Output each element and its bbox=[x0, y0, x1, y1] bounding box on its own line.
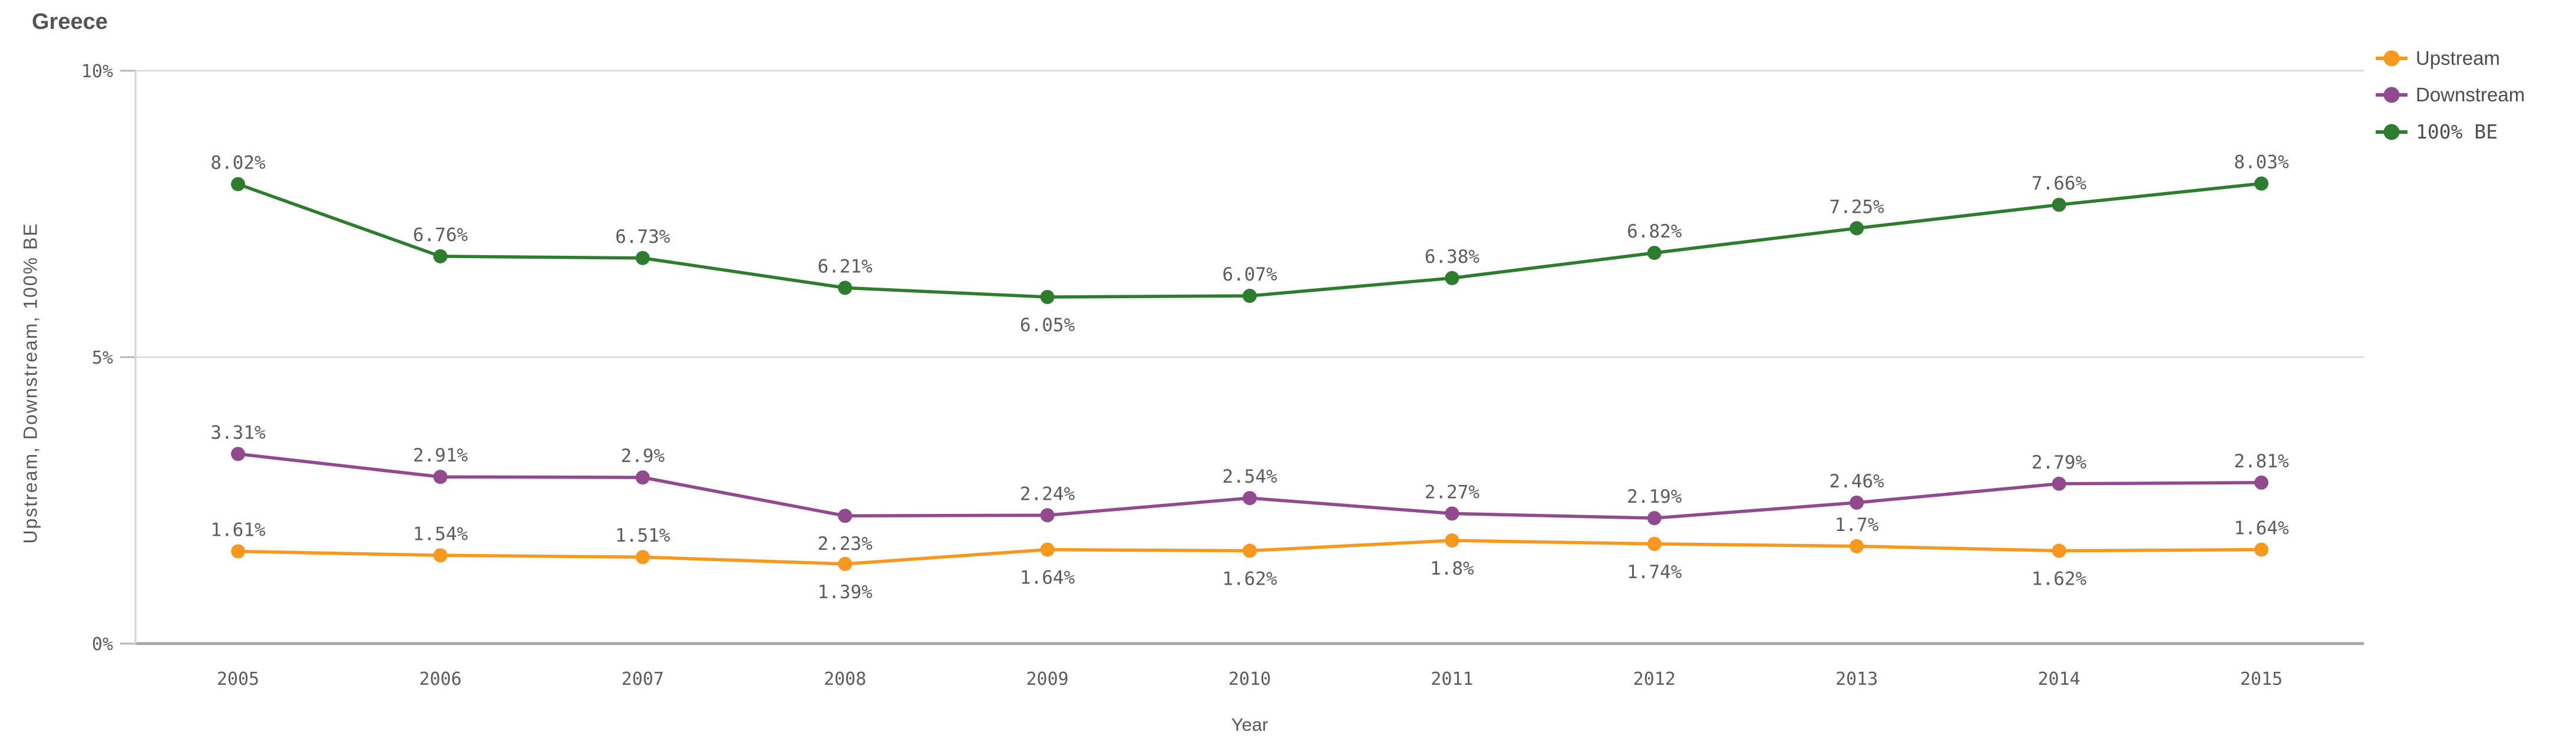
data-point-label: 2.24% bbox=[1020, 483, 1075, 504]
data-point[interactable] bbox=[838, 281, 853, 295]
data-point[interactable] bbox=[2254, 542, 2268, 557]
data-point-label: 1.62% bbox=[2032, 569, 2087, 590]
data-point-label: 6.21% bbox=[818, 256, 873, 277]
x-axis-tick-label: 2010 bbox=[1228, 669, 1271, 690]
legend-item-100-be[interactable]: 100% BE bbox=[2374, 120, 2525, 143]
data-point[interactable] bbox=[433, 249, 448, 263]
data-point[interactable] bbox=[635, 550, 650, 565]
data-point[interactable] bbox=[1243, 491, 1257, 506]
data-point-label: 7.25% bbox=[1829, 196, 1885, 217]
data-point-label: 7.66% bbox=[2032, 173, 2087, 194]
data-point[interactable] bbox=[1647, 511, 1662, 526]
data-point-label: 6.07% bbox=[1222, 264, 1277, 285]
x-axis-tick-label: 2008 bbox=[824, 669, 866, 690]
data-point-label: 6.73% bbox=[615, 226, 671, 248]
data-point-label: 1.62% bbox=[1222, 569, 1277, 590]
data-point[interactable] bbox=[2254, 475, 2268, 490]
y-axis-tick-label: 0% bbox=[92, 634, 113, 655]
data-point[interactable] bbox=[2254, 176, 2268, 191]
legend-line-marker-icon bbox=[2376, 124, 2407, 140]
chart-title: Greece bbox=[32, 9, 108, 34]
data-point[interactable] bbox=[1040, 542, 1055, 557]
data-point-label: 2.81% bbox=[2234, 451, 2289, 472]
data-point[interactable] bbox=[231, 177, 245, 192]
data-point-label: 1.64% bbox=[1020, 568, 1075, 589]
data-point[interactable] bbox=[1850, 495, 1864, 510]
data-point[interactable] bbox=[231, 447, 245, 461]
x-axis-tick-label: 2013 bbox=[1835, 669, 1878, 690]
data-point[interactable] bbox=[2052, 543, 2066, 558]
legend-label: 100% BE bbox=[2416, 120, 2498, 143]
legend-label: Downstream bbox=[2416, 84, 2525, 105]
legend-item-downstream[interactable]: Downstream bbox=[2374, 84, 2525, 106]
data-point-label: 2.46% bbox=[1829, 471, 1885, 492]
legend-line-marker-icon bbox=[2376, 87, 2407, 103]
data-point[interactable] bbox=[1445, 506, 1459, 521]
data-point-label: 3.31% bbox=[210, 422, 266, 443]
data-point-label: 2.9% bbox=[620, 446, 665, 467]
data-point[interactable] bbox=[1243, 543, 1257, 558]
data-point[interactable] bbox=[635, 250, 650, 265]
data-point[interactable] bbox=[1040, 508, 1055, 523]
data-point[interactable] bbox=[838, 509, 853, 523]
data-point[interactable] bbox=[433, 470, 448, 484]
x-axis-title: Year bbox=[1231, 714, 1269, 735]
x-axis-tick-label: 2011 bbox=[1431, 669, 1473, 690]
data-point[interactable] bbox=[838, 556, 853, 571]
legend-item-upstream[interactable]: Upstream bbox=[2374, 47, 2525, 70]
data-point-label: 2.27% bbox=[1425, 481, 1480, 503]
data-point-label: 1.74% bbox=[1627, 562, 1682, 583]
data-point[interactable] bbox=[1445, 533, 1459, 548]
data-point-label: 1.64% bbox=[2234, 518, 2289, 539]
data-point[interactable] bbox=[1647, 246, 1662, 260]
data-point-label: 1.8% bbox=[1430, 558, 1474, 579]
x-axis-tick-label: 2006 bbox=[419, 669, 461, 690]
data-point[interactable] bbox=[1647, 536, 1662, 551]
y-axis-tick-label: 5% bbox=[92, 348, 113, 368]
y-axis-tick-label: 10% bbox=[81, 61, 113, 82]
data-point-label: 6.76% bbox=[413, 225, 468, 246]
data-point-label: 8.03% bbox=[2234, 151, 2289, 173]
data-point-label: 6.38% bbox=[1425, 246, 1480, 268]
data-point-label: 1.54% bbox=[413, 523, 468, 545]
data-point-label: 1.51% bbox=[615, 525, 671, 546]
x-axis-tick-label: 2005 bbox=[217, 669, 259, 690]
data-point-label: 1.7% bbox=[1835, 514, 1879, 536]
data-point[interactable] bbox=[1850, 221, 1864, 236]
data-point-label: 2.91% bbox=[413, 445, 468, 466]
x-axis-tick-label: 2007 bbox=[622, 669, 664, 690]
y-axis-title: Upstream, Downstream, 100% BE bbox=[19, 222, 41, 544]
data-point[interactable] bbox=[1040, 289, 1055, 304]
data-point-label: 8.02% bbox=[210, 152, 266, 173]
data-point[interactable] bbox=[231, 544, 245, 559]
data-point[interactable] bbox=[1850, 539, 1864, 553]
legend-line-marker-icon bbox=[2376, 50, 2407, 67]
legend: Upstream Downstream 100% BE bbox=[2374, 47, 2525, 143]
data-point[interactable] bbox=[433, 548, 448, 563]
data-point[interactable] bbox=[635, 470, 650, 485]
data-point-label: 6.05% bbox=[1020, 315, 1075, 336]
data-point[interactable] bbox=[1445, 271, 1459, 285]
data-point[interactable] bbox=[2052, 476, 2066, 491]
x-axis-tick-label: 2012 bbox=[1633, 669, 1676, 690]
data-point-label: 1.39% bbox=[818, 582, 873, 603]
data-point-label: 2.23% bbox=[818, 533, 873, 555]
data-point-label: 2.19% bbox=[1627, 486, 1682, 507]
legend-label: Upstream bbox=[2416, 47, 2501, 69]
data-point[interactable] bbox=[1243, 288, 1257, 303]
data-point-label: 6.82% bbox=[1627, 221, 1682, 242]
x-axis-tick-label: 2009 bbox=[1026, 669, 1068, 690]
data-point-label: 2.54% bbox=[1222, 466, 1277, 487]
data-point-label: 1.61% bbox=[210, 520, 266, 541]
x-axis-tick-label: 2014 bbox=[2037, 669, 2080, 690]
data-point-label: 2.79% bbox=[2032, 452, 2087, 473]
data-point[interactable] bbox=[2052, 197, 2066, 212]
x-axis-tick-label: 2015 bbox=[2240, 669, 2283, 690]
